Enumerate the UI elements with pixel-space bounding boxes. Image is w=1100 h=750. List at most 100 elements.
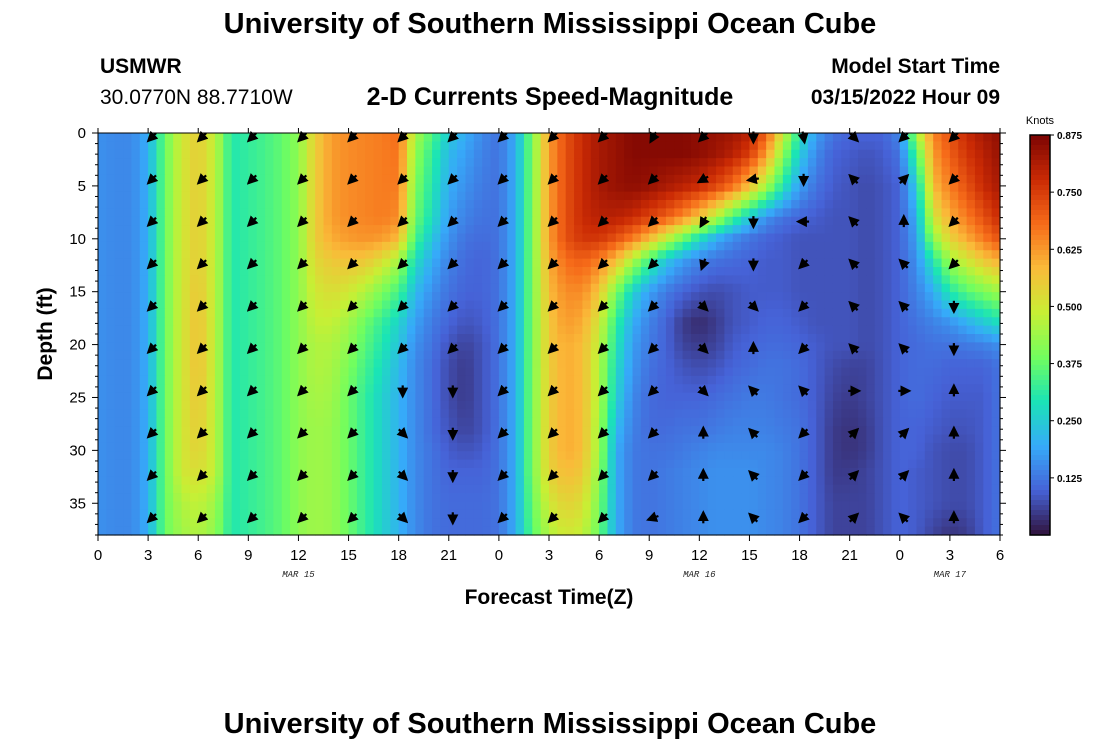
heatmap-cell — [348, 308, 358, 318]
heatmap-cell — [858, 451, 867, 461]
heatmap-cell — [515, 384, 525, 394]
heatmap-cell — [315, 241, 325, 251]
heatmap-cell — [991, 392, 1001, 402]
heatmap-cell — [599, 191, 609, 201]
heatmap-cell — [98, 275, 107, 285]
heatmap-cell — [448, 317, 458, 327]
heatmap-cell — [966, 308, 976, 318]
heatmap-cell — [565, 334, 575, 343]
heatmap-cell — [941, 476, 951, 486]
heatmap-cell — [465, 350, 475, 360]
heatmap-cell — [883, 233, 893, 243]
heatmap-cell — [306, 367, 316, 377]
heatmap-cell — [214, 401, 224, 410]
heatmap-cell — [766, 317, 776, 327]
heatmap-cell — [139, 367, 149, 377]
heatmap-cell — [991, 250, 1001, 260]
heatmap-cell — [515, 375, 525, 385]
heatmap-cell — [348, 275, 358, 285]
heatmap-cell — [381, 300, 391, 310]
heatmap-cell — [924, 493, 934, 503]
heatmap-cell — [849, 292, 859, 302]
heatmap-cell — [816, 241, 826, 251]
heatmap-cell — [707, 334, 717, 343]
heatmap-cell — [615, 174, 625, 184]
heatmap-cell — [841, 493, 851, 503]
heatmap-cell — [991, 267, 1001, 276]
heatmap-cell — [340, 133, 350, 142]
heatmap-cell — [181, 417, 191, 427]
heatmap-cell — [290, 367, 300, 377]
heatmap-cell — [223, 317, 233, 327]
heatmap-cell — [390, 317, 400, 327]
heatmap-cell — [924, 200, 934, 209]
heatmap-cell — [465, 200, 475, 209]
heatmap-cell — [223, 359, 233, 369]
heatmap-cell — [473, 350, 483, 360]
heatmap-cell — [640, 308, 650, 318]
heatmap-cell — [724, 200, 734, 209]
heatmap-cell — [223, 501, 233, 511]
heatmap-cell — [256, 501, 266, 511]
heatmap-cell — [465, 409, 475, 419]
heatmap-cell — [924, 275, 934, 285]
heatmap-cell — [766, 241, 776, 251]
heatmap-cell — [114, 149, 124, 159]
heatmap-cell — [415, 208, 425, 218]
heatmap-cell — [640, 174, 650, 184]
heatmap-cell — [565, 484, 575, 494]
heatmap-cell — [574, 258, 584, 268]
heatmap-cell — [799, 141, 809, 151]
heatmap-cell — [323, 384, 333, 394]
heatmap-cell — [599, 166, 609, 176]
heatmap-cell — [432, 267, 442, 276]
heatmap-cell — [348, 158, 358, 168]
heatmap-cell — [933, 417, 943, 427]
heatmap-cell — [390, 149, 400, 159]
heatmap-cell — [507, 308, 517, 318]
heatmap-cell — [348, 350, 358, 360]
heatmap-cell — [373, 216, 383, 226]
heatmap-cell — [816, 501, 826, 511]
heatmap-cell — [239, 468, 249, 477]
heatmap-cell — [273, 283, 283, 293]
heatmap-cell — [891, 258, 901, 268]
heatmap-cell — [214, 359, 224, 369]
heatmap-cell — [365, 241, 375, 251]
heatmap-cell — [156, 509, 166, 519]
heatmap-cell — [799, 375, 809, 385]
heatmap-cell — [131, 308, 141, 318]
heatmap-cell — [315, 275, 325, 285]
heatmap-cell — [356, 183, 366, 193]
heatmap-cell — [214, 493, 224, 503]
heatmap-cell — [281, 183, 291, 193]
heatmap-cell — [181, 367, 191, 377]
heatmap-cell — [707, 292, 717, 302]
heatmap-cell — [832, 484, 842, 494]
heatmap-cell — [916, 367, 926, 377]
heatmap-cell — [933, 216, 943, 226]
heatmap-cell — [640, 233, 650, 243]
heatmap-cell — [381, 409, 391, 419]
heatmap-cell — [315, 258, 325, 268]
heatmap-cell — [131, 267, 141, 276]
heatmap-cell — [724, 308, 734, 318]
heatmap-cell — [682, 401, 692, 410]
heatmap-cell — [432, 183, 442, 193]
heatmap-cell — [457, 300, 467, 310]
heatmap-cell — [206, 367, 216, 377]
heatmap-cell — [106, 225, 116, 235]
heatmap-cell — [883, 367, 893, 377]
heatmap-cell — [657, 509, 667, 519]
heatmap-cell — [189, 451, 199, 461]
heatmap-cell — [532, 401, 542, 410]
heatmap-cell — [198, 409, 208, 419]
heatmap-cell — [457, 200, 467, 209]
heatmap-cell — [682, 308, 692, 318]
heatmap-cell — [214, 275, 224, 285]
heatmap-cell — [590, 250, 600, 260]
heatmap-cell — [515, 183, 525, 193]
heatmap-cell — [933, 317, 943, 327]
heatmap-cell — [949, 442, 959, 452]
heatmap-cell — [206, 183, 216, 193]
